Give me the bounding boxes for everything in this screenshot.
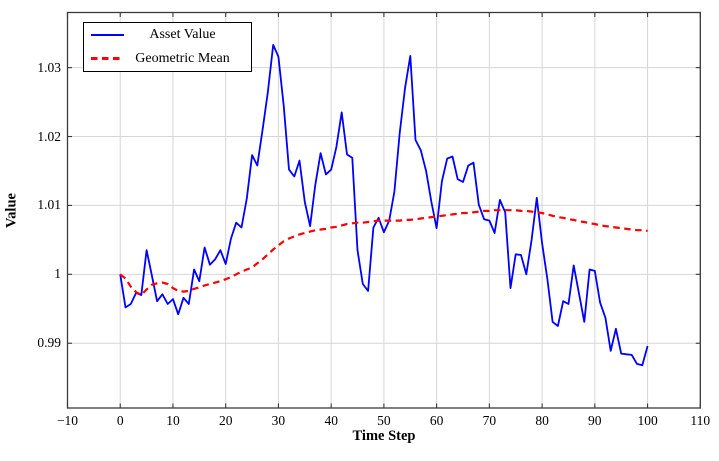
axis-box: [66, 11, 701, 409]
x-axis-label: Time Step: [352, 428, 416, 444]
asset-value-line: [119, 44, 649, 367]
x-tick-label: 90: [588, 413, 602, 428]
legend: Asset Value Geometric Mean: [83, 22, 252, 72]
x-tick-label: 50: [377, 413, 391, 428]
x-tick-label: 70: [482, 413, 497, 428]
x-tick-label: 80: [535, 413, 549, 428]
y-tick-label: 1.02: [37, 128, 61, 144]
y-tick-label: 1.03: [37, 59, 61, 75]
legend-label-asset-value: Asset Value: [149, 27, 216, 43]
geometric-mean-line: [119, 209, 648, 297]
x-tick-label: 60: [429, 413, 444, 428]
legend-item-asset-value: Asset Value: [84, 24, 251, 46]
y-tick-label: 0.99: [37, 335, 61, 351]
x-tick-label: 10: [166, 413, 180, 428]
x-tick-label: 110: [690, 413, 711, 428]
legend-label-geometric-mean: Geometric Mean: [135, 50, 230, 66]
legend-item-geometric-mean: Geometric Mean: [84, 48, 251, 70]
x-tick-label: 40: [324, 413, 338, 428]
x-tick-label: 20: [218, 413, 233, 428]
y-tick-label: 1: [54, 266, 61, 282]
x-tick-label: 0: [116, 413, 124, 428]
y-tick-label: 1.01: [37, 197, 61, 213]
x-tick-label: 100: [637, 413, 658, 428]
asset-value-line-sample-icon: [91, 34, 124, 37]
x-tick-label: −10: [56, 413, 79, 428]
x-tick-label: 30: [271, 413, 286, 428]
geometric-mean-line-sample-icon: [91, 57, 124, 60]
